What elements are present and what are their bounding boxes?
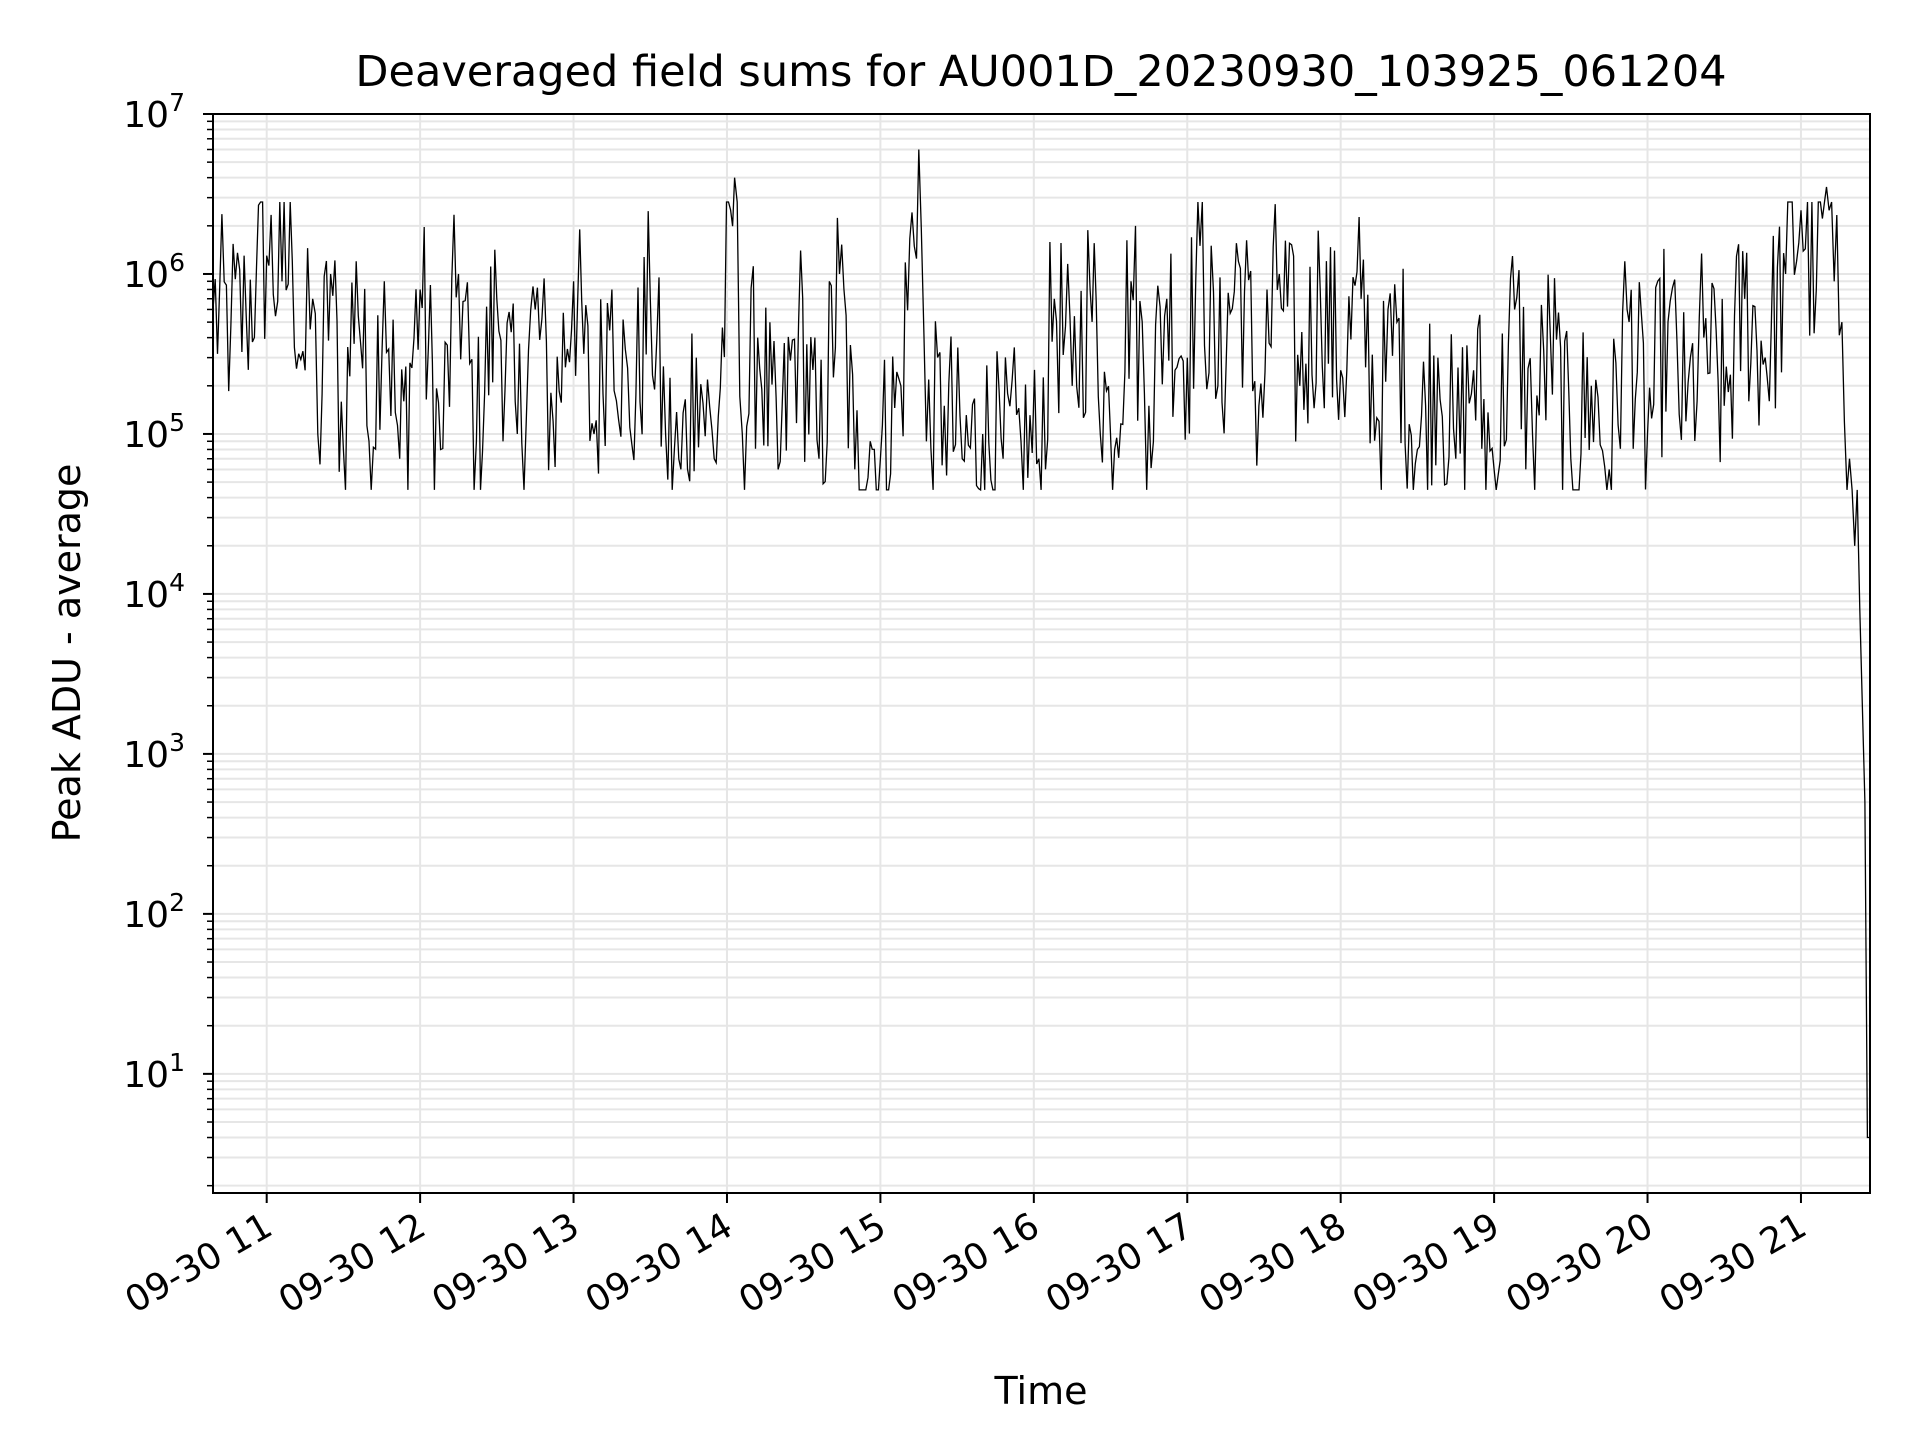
y-tick-label: 103 bbox=[123, 728, 185, 776]
plot-area bbox=[212, 149, 1870, 1139]
y-tick-label: 105 bbox=[123, 408, 185, 456]
grid bbox=[213, 113, 1870, 1193]
x-tick-label: 09-30 12 bbox=[272, 1205, 433, 1321]
x-tick-label: 09-30 11 bbox=[119, 1205, 280, 1321]
x-tick-label: 09-30 17 bbox=[1039, 1205, 1200, 1321]
chart-title: Deaveraged field sums for AU001D_2023093… bbox=[355, 47, 1726, 97]
plot-frame bbox=[212, 113, 1871, 1194]
x-axis-label: Time bbox=[994, 1369, 1088, 1413]
x-tick-label: 09-30 15 bbox=[732, 1205, 893, 1321]
series-line bbox=[212, 149, 1870, 1139]
x-tick-label: 09-30 18 bbox=[1193, 1205, 1354, 1321]
y-tick-label: 101 bbox=[123, 1048, 185, 1096]
x-tick-label: 09-30 13 bbox=[425, 1205, 586, 1321]
x-tick-label: 09-30 20 bbox=[1499, 1205, 1660, 1321]
y-tick-label: 102 bbox=[123, 888, 185, 936]
y-tick-label: 106 bbox=[123, 248, 185, 296]
x-tick-label: 09-30 21 bbox=[1653, 1205, 1814, 1321]
y-axis: 101 102 103 104 105 106 107 bbox=[123, 88, 213, 1187]
x-tick-label: 09-30 19 bbox=[1346, 1205, 1507, 1321]
x-tick-label: 09-30 16 bbox=[886, 1205, 1047, 1321]
y-axis-label: Peak ADU - average bbox=[45, 464, 89, 843]
y-tick-label: 104 bbox=[123, 568, 185, 616]
y-tick-label: 107 bbox=[123, 88, 185, 136]
x-tick-label: 09-30 14 bbox=[579, 1205, 740, 1321]
